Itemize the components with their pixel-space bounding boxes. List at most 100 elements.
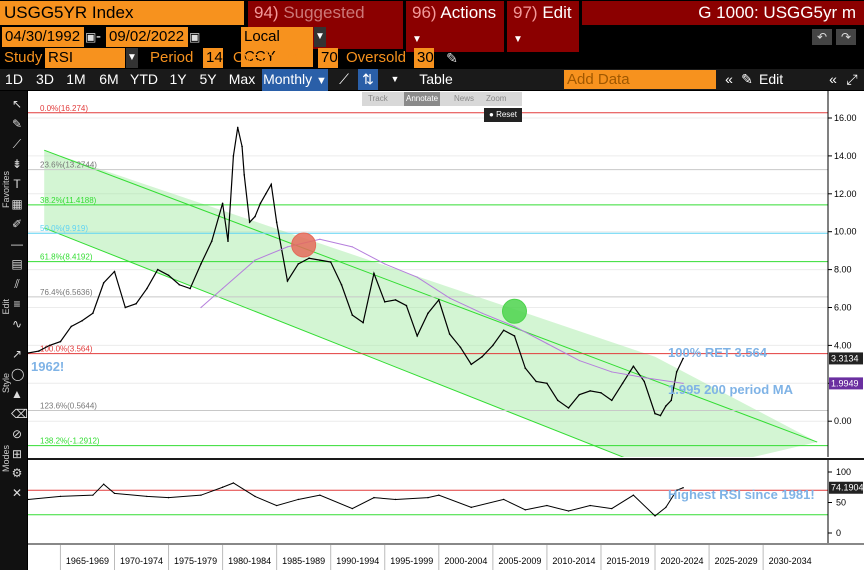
yield-point — [362, 321, 364, 324]
edit-button[interactable]: 97) Edit ▼ — [507, 1, 579, 52]
ruler-icon[interactable]: ⇟ — [11, 157, 23, 171]
calendar-icon[interactable]: ▣ — [189, 30, 201, 44]
fib-icon[interactable]: ≡ — [13, 297, 21, 311]
yield-point — [178, 283, 181, 286]
cursor-icon[interactable]: ↖ — [11, 97, 23, 111]
ma-point — [319, 238, 321, 240]
news-tool[interactable]: News — [454, 94, 475, 103]
curve-icon[interactable]: ∿ — [11, 317, 23, 331]
yield-point — [589, 390, 591, 392]
link-icon[interactable]: ⊘ — [11, 427, 23, 441]
currency-select[interactable]: Local CCY — [241, 27, 313, 67]
period-max-button[interactable]: Max — [228, 71, 256, 87]
overbought-input[interactable]: 70 — [318, 48, 338, 68]
start-date-input[interactable]: 04/30/1992 — [2, 27, 84, 47]
chart-tools-overlay: Track Annotate News Zoom — [362, 92, 522, 106]
rsi-point — [28, 498, 29, 501]
reset-button[interactable]: ● Reset — [484, 108, 522, 122]
zoom-tool[interactable]: Zoom — [486, 94, 507, 103]
yield-point — [81, 319, 83, 322]
actions-num: 96) — [412, 3, 437, 22]
chevron-down-icon[interactable]: ▼ — [390, 74, 400, 84]
ma-value-badge — [829, 377, 863, 390]
collapse-icon[interactable]: « — [725, 71, 733, 87]
period-5y-button[interactable]: 5Y — [199, 71, 217, 87]
rsi-point — [394, 498, 397, 501]
yield-point — [156, 268, 159, 271]
lock-icon[interactable]: ⊞ — [11, 447, 23, 461]
period-1m-button[interactable]: 1M — [66, 71, 86, 87]
settings-icon[interactable]: ⚙ — [11, 466, 23, 480]
x-tick-label: 1990-1994 — [336, 556, 379, 566]
pencil-icon[interactable]: ✎ — [446, 50, 458, 66]
period-ytd-button[interactable]: YTD — [130, 71, 158, 87]
annotate-tool[interactable]: Annotate — [404, 92, 441, 106]
line-icon[interactable]: — — [11, 237, 23, 251]
period-1d-button[interactable]: 1D — [5, 71, 23, 87]
channel-lower-line — [44, 227, 625, 457]
trend-icon[interactable]: ⟋ — [12, 137, 22, 151]
redo-icon[interactable]: ↷ — [836, 29, 856, 45]
yield-point — [297, 263, 300, 265]
period-1y-button[interactable]: 1Y — [169, 71, 187, 87]
yield-point — [275, 221, 278, 224]
frequency-select[interactable]: Monthly ▼ — [262, 69, 328, 92]
actions-button[interactable]: 96) Actions ▼ — [406, 1, 504, 52]
yield-point — [470, 363, 473, 366]
study-select[interactable]: RSI — [45, 48, 125, 68]
pencil-icon[interactable]: ✎ — [741, 71, 753, 87]
reset-icon: ● — [489, 110, 494, 119]
ma-line — [200, 238, 684, 384]
table-button[interactable]: Table — [419, 71, 453, 87]
text-icon[interactable]: T — [13, 177, 21, 191]
period-6m-button[interactable]: 6M — [99, 71, 119, 87]
undo-icon[interactable]: ↶ — [812, 29, 832, 45]
collapse-icon[interactable]: « — [829, 71, 837, 87]
ma-point — [416, 276, 418, 278]
bar-chart-icon[interactable]: ⇅ — [358, 69, 378, 90]
triangle-icon[interactable]: ▲ — [11, 387, 23, 401]
ma-point — [643, 377, 645, 379]
chevron-down-icon[interactable]: ▼ — [314, 27, 326, 47]
overbought-label: Overbought — [233, 49, 312, 66]
rsi-point — [654, 515, 656, 517]
yield-point — [659, 414, 662, 417]
edit-label: Edit — [542, 3, 572, 22]
ticker-field[interactable]: USGG5YR Index — [0, 1, 244, 25]
arrow-icon[interactable]: ↗ — [11, 347, 23, 361]
green-marker — [501, 298, 527, 324]
end-date-input[interactable]: 09/02/2022 — [106, 27, 188, 47]
period-input[interactable]: 14 — [203, 48, 223, 68]
ellipse-icon[interactable]: ◯ — [11, 367, 25, 381]
oversold-input[interactable]: 30 — [414, 48, 434, 68]
brush-icon[interactable]: ✐ — [11, 217, 23, 231]
delete-icon[interactable]: ✕ — [11, 486, 23, 500]
fill-icon[interactable]: ▤ — [11, 257, 23, 271]
x-tick-label: 1965-1969 — [66, 556, 109, 566]
annotation-rsi: Highest RSI since 1981! — [668, 487, 815, 502]
yield-point — [232, 155, 235, 157]
window-title: G 1000: USGG5yr m — [582, 1, 864, 25]
x-tick-label: 2020-2024 — [661, 556, 704, 566]
yield-point — [70, 325, 73, 328]
calendar-icon[interactable]: ▣ — [85, 30, 97, 44]
y-tick-label: 16.00 — [834, 113, 857, 123]
expand-icon[interactable]: ⤢ — [846, 71, 858, 87]
reset-label: Reset — [496, 110, 517, 119]
grid-icon[interactable]: ▦ — [11, 197, 23, 211]
x-tick-label: 2005-2009 — [498, 556, 541, 566]
fib-label: 61.8%(8.4192) — [40, 253, 93, 262]
period-3d-button[interactable]: 3D — [36, 71, 54, 87]
rsi-y-tick-label: 100 — [836, 467, 851, 477]
add-data-input[interactable]: Add Data — [564, 70, 716, 89]
channel-icon[interactable]: ⫽ — [14, 277, 20, 291]
line-chart-icon[interactable]: ⟋ — [339, 71, 349, 87]
ma-point — [682, 382, 684, 384]
fib-label: 123.6%(0.5644) — [40, 402, 97, 411]
yield-point — [189, 287, 191, 290]
rsi-point — [682, 487, 684, 489]
chevron-down-icon[interactable]: ▼ — [126, 48, 138, 68]
pencil-icon[interactable]: ✎ — [11, 117, 23, 131]
track-tool[interactable]: Track — [368, 94, 388, 103]
